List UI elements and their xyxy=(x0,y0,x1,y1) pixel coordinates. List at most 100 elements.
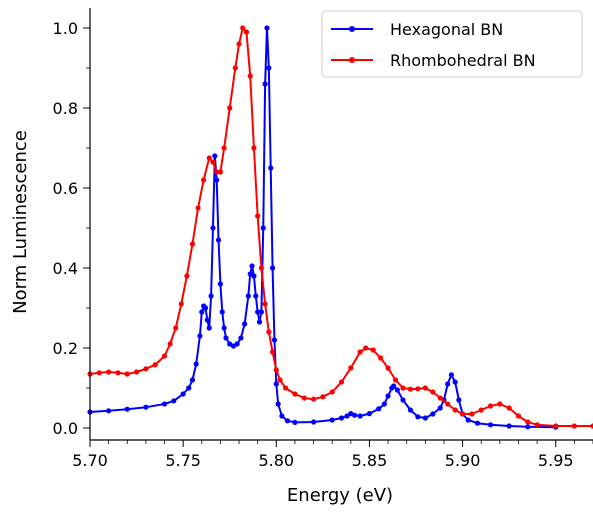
x-tick-label: 5.95 xyxy=(538,451,574,470)
data-point xyxy=(193,361,199,367)
data-point xyxy=(437,395,443,401)
data-point xyxy=(525,419,531,425)
data-point xyxy=(506,423,512,429)
data-point xyxy=(251,145,257,151)
data-point xyxy=(215,237,222,243)
data-point xyxy=(363,345,369,351)
y-tick-label: 0.0 xyxy=(53,419,78,438)
x-tick-label: 5.85 xyxy=(352,451,388,470)
data-point xyxy=(201,177,207,183)
data-point xyxy=(167,341,173,347)
data-point xyxy=(242,321,248,327)
data-point xyxy=(366,411,373,417)
data-point xyxy=(266,329,272,335)
legend-label-rhombohedral: Rhombohedral BN xyxy=(390,51,536,70)
data-point xyxy=(212,153,218,159)
data-point xyxy=(210,159,216,165)
data-point xyxy=(210,225,216,231)
data-point xyxy=(268,165,274,171)
data-point xyxy=(469,411,475,417)
data-point xyxy=(249,263,255,269)
data-point xyxy=(329,389,335,395)
data-point xyxy=(184,273,190,279)
data-point xyxy=(506,405,512,411)
data-point xyxy=(407,407,414,413)
data-point xyxy=(487,403,494,409)
data-point xyxy=(223,335,229,341)
data-point xyxy=(197,333,203,339)
data-point xyxy=(357,413,363,419)
data-point xyxy=(240,25,246,31)
data-point xyxy=(232,65,238,71)
data-point xyxy=(310,396,317,402)
y-tick-label: 1.0 xyxy=(53,19,78,38)
data-point xyxy=(251,273,257,279)
data-point xyxy=(124,371,130,377)
data-point xyxy=(448,372,455,378)
data-point xyxy=(161,401,168,407)
data-point xyxy=(217,281,224,287)
data-point xyxy=(238,335,244,341)
data-point xyxy=(445,381,451,387)
data-point xyxy=(437,405,443,411)
data-point xyxy=(106,408,112,414)
data-point xyxy=(338,415,345,421)
data-point xyxy=(219,309,225,315)
data-point xyxy=(124,406,130,412)
data-point xyxy=(534,422,540,428)
data-point xyxy=(161,353,168,359)
data-point xyxy=(247,73,253,79)
series-layer xyxy=(87,25,593,430)
y-tick-label: 0.4 xyxy=(53,259,78,278)
data-point xyxy=(301,395,307,401)
x-tick-label: 5.80 xyxy=(258,451,294,470)
data-point xyxy=(351,412,358,418)
data-point xyxy=(256,319,263,325)
data-point xyxy=(221,325,227,331)
data-point xyxy=(452,379,458,385)
data-point xyxy=(143,366,149,372)
data-point xyxy=(348,365,354,371)
legend-marker-rhombohedral xyxy=(349,57,355,63)
data-point xyxy=(478,407,484,413)
data-point xyxy=(407,386,414,392)
data-point xyxy=(214,177,220,183)
data-point xyxy=(258,265,264,271)
data-point xyxy=(255,309,261,315)
data-point xyxy=(553,423,559,429)
data-point xyxy=(392,377,399,383)
data-point xyxy=(456,397,462,403)
series-line xyxy=(89,27,556,429)
data-point xyxy=(344,413,350,419)
data-point xyxy=(338,379,345,385)
data-point xyxy=(273,381,279,387)
data-point xyxy=(227,105,233,111)
data-point xyxy=(202,305,209,311)
data-point xyxy=(465,417,471,423)
data-point xyxy=(394,387,400,393)
data-point xyxy=(255,213,261,219)
data-point xyxy=(221,145,227,151)
data-point xyxy=(260,225,266,231)
data-point xyxy=(214,169,220,175)
y-tick-label: 0.8 xyxy=(53,99,78,118)
axes-layer: 5.70 5.75 5.80 5.85 5.90 5.95 0.0 0.2 0.4 0.6 0.8 1… xyxy=(53,8,593,470)
data-point xyxy=(245,293,251,299)
data-point xyxy=(195,205,201,211)
y-tick-label: 0.6 xyxy=(53,179,78,198)
data-point xyxy=(422,385,428,391)
series-line xyxy=(89,27,593,427)
data-point xyxy=(385,365,391,371)
legend-box xyxy=(321,10,583,78)
data-point xyxy=(400,397,406,403)
data-point xyxy=(474,420,481,426)
data-point xyxy=(279,413,285,419)
data-point xyxy=(217,169,224,175)
data-point xyxy=(497,401,503,407)
data-point xyxy=(269,349,276,355)
data-point xyxy=(283,385,289,391)
data-point xyxy=(284,418,291,424)
data-point xyxy=(171,398,177,404)
x-tick-label: 5.70 xyxy=(72,451,108,470)
